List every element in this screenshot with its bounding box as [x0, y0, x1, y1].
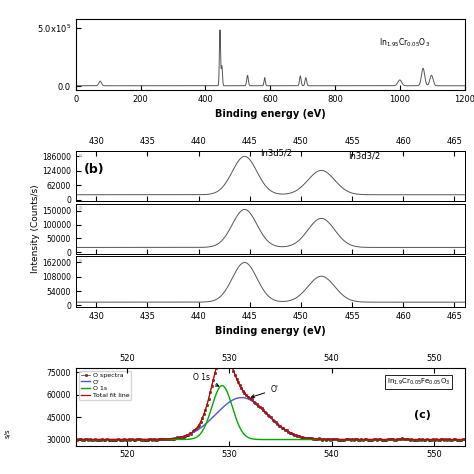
- Text: (b): (b): [83, 164, 104, 176]
- Legend: : [79, 259, 81, 261]
- Text: In3d5/2: In3d5/2: [260, 149, 292, 158]
- X-axis label: Binding energy (eV): Binding energy (eV): [215, 109, 326, 119]
- X-axis label: Binding energy (eV): Binding energy (eV): [215, 326, 326, 336]
- Legend: : [79, 154, 81, 156]
- Y-axis label: Intensity (Counts/s): Intensity (Counts/s): [31, 184, 40, 273]
- Text: In$_{1.9}$Cr$_{0.05}$Fe$_{0.05}$O$_3$: In$_{1.9}$Cr$_{0.05}$Fe$_{0.05}$O$_3$: [387, 377, 450, 387]
- Text: In3d3/2: In3d3/2: [348, 151, 380, 160]
- Legend: : [79, 206, 81, 209]
- Text: O': O': [251, 385, 278, 398]
- Legend: O spectra, O', O 1s, Total fit line: O spectra, O', O 1s, Total fit line: [79, 371, 131, 400]
- Text: In$_{1.95}$Cr$_{0.05}$O$_3$: In$_{1.95}$Cr$_{0.05}$O$_3$: [379, 37, 430, 49]
- Text: (c): (c): [414, 410, 431, 420]
- Text: O 1s: O 1s: [193, 374, 219, 386]
- Text: s/s: s/s: [5, 429, 11, 438]
